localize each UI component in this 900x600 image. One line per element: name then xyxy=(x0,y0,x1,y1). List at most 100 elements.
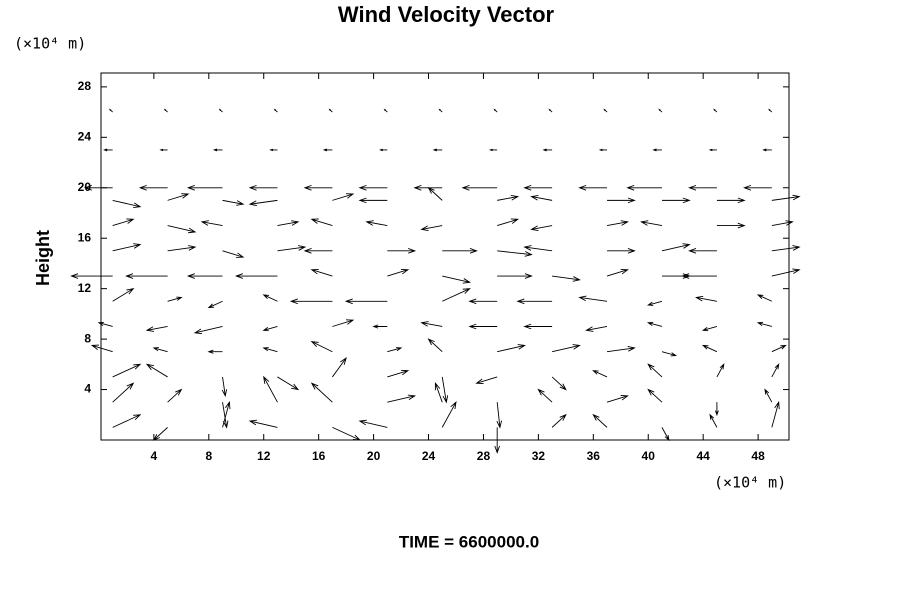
wind-vector xyxy=(222,400,231,428)
wind-vector xyxy=(756,321,772,327)
wind-vector xyxy=(186,184,223,191)
wind-vector xyxy=(207,300,223,309)
wind-vector xyxy=(494,427,500,454)
wind-vector xyxy=(606,395,629,403)
wind-vector xyxy=(771,220,794,227)
y-tick-label: 16 xyxy=(78,230,92,244)
wind-vector xyxy=(626,184,662,191)
wind-vector xyxy=(497,218,520,227)
wind-vector xyxy=(762,148,772,152)
wind-vector xyxy=(661,351,677,357)
wind-vector xyxy=(551,413,567,428)
wind-vector xyxy=(771,245,801,252)
wind-vector xyxy=(310,382,333,403)
wind-vector xyxy=(420,225,443,231)
wind-vector xyxy=(743,184,772,191)
wind-vector xyxy=(97,321,113,327)
wind-vector xyxy=(434,382,443,403)
wind-vector xyxy=(530,194,553,201)
wind-vector xyxy=(552,275,581,282)
wind-vector xyxy=(496,402,503,429)
wind-vector xyxy=(661,197,691,204)
wind-vector xyxy=(461,184,498,191)
x-tick-label: 44 xyxy=(696,449,710,463)
wind-vector xyxy=(332,356,347,378)
wind-vector xyxy=(606,346,636,353)
wind-vector xyxy=(222,250,245,258)
x-tick-label: 4 xyxy=(151,449,158,463)
wind-vector xyxy=(427,338,443,353)
wind-vector xyxy=(145,363,168,378)
wind-vector xyxy=(764,388,773,403)
wind-vector xyxy=(432,148,443,152)
wind-vector xyxy=(145,326,168,332)
x-tick-label: 32 xyxy=(532,449,546,463)
y-tick-label: 8 xyxy=(84,331,91,345)
wind-vector xyxy=(332,426,362,441)
x-tick-label: 16 xyxy=(312,449,326,463)
wind-vector xyxy=(688,248,717,254)
wind-vector xyxy=(167,193,190,201)
wind-vector xyxy=(420,321,443,327)
wind-vector xyxy=(167,388,183,403)
wind-vector xyxy=(497,344,526,353)
wind-vector xyxy=(413,184,443,191)
wind-vector xyxy=(646,321,663,327)
wind-vector xyxy=(488,148,498,152)
wind-vector xyxy=(332,319,355,327)
wind-vector xyxy=(193,326,223,335)
wind-vector xyxy=(358,197,388,204)
wind-vector xyxy=(771,268,801,277)
wind-vector xyxy=(652,148,662,152)
wind-vector xyxy=(289,298,333,305)
wind-vector xyxy=(103,148,113,152)
wind-vector xyxy=(328,108,333,113)
y-tick-label: 20 xyxy=(78,180,92,194)
wind-vector xyxy=(578,295,608,302)
wind-vector xyxy=(186,273,223,279)
wind-vector xyxy=(112,243,142,252)
wind-vector xyxy=(646,300,663,306)
wind-vector xyxy=(322,148,333,152)
wind-vector xyxy=(661,427,670,442)
wind-vector xyxy=(344,298,388,305)
wind-vector xyxy=(701,326,718,332)
wind-vector xyxy=(277,220,300,227)
wind-vector xyxy=(606,220,629,227)
wind-vector xyxy=(387,369,410,378)
wind-vector xyxy=(83,184,113,191)
wind-vector xyxy=(592,413,608,428)
wind-vector xyxy=(695,295,717,302)
wind-vector xyxy=(658,108,663,113)
wind-vector xyxy=(771,194,801,201)
wind-vector xyxy=(379,148,388,152)
wind-vector xyxy=(442,275,472,284)
wind-vector xyxy=(310,341,333,353)
wind-vector xyxy=(607,197,636,204)
footer-time: TIME = 6600000.0 xyxy=(399,532,539,551)
wind-vector xyxy=(159,148,168,152)
wind-vector xyxy=(647,363,663,378)
wind-vector xyxy=(387,268,410,277)
wind-vector xyxy=(475,376,498,385)
wind-vector xyxy=(551,376,567,391)
wind-vector xyxy=(248,199,278,207)
wind-vector xyxy=(383,108,388,113)
wind-vector xyxy=(441,376,449,404)
wind-vector xyxy=(716,197,746,204)
wind-vector xyxy=(716,222,746,229)
wind-vector xyxy=(358,184,388,191)
wind-vector xyxy=(262,294,278,302)
y-tick-label: 24 xyxy=(78,129,92,143)
x-tick-label: 12 xyxy=(257,449,271,463)
wind-vector xyxy=(234,273,278,279)
x-unit: (×10⁴ m) xyxy=(714,474,786,492)
wind-vector xyxy=(438,108,443,113)
wind-vector xyxy=(163,108,168,113)
wind-vector xyxy=(578,184,608,191)
wind-vector xyxy=(771,400,780,428)
x-tick-label: 8 xyxy=(205,449,212,463)
wind-vector xyxy=(768,108,773,113)
